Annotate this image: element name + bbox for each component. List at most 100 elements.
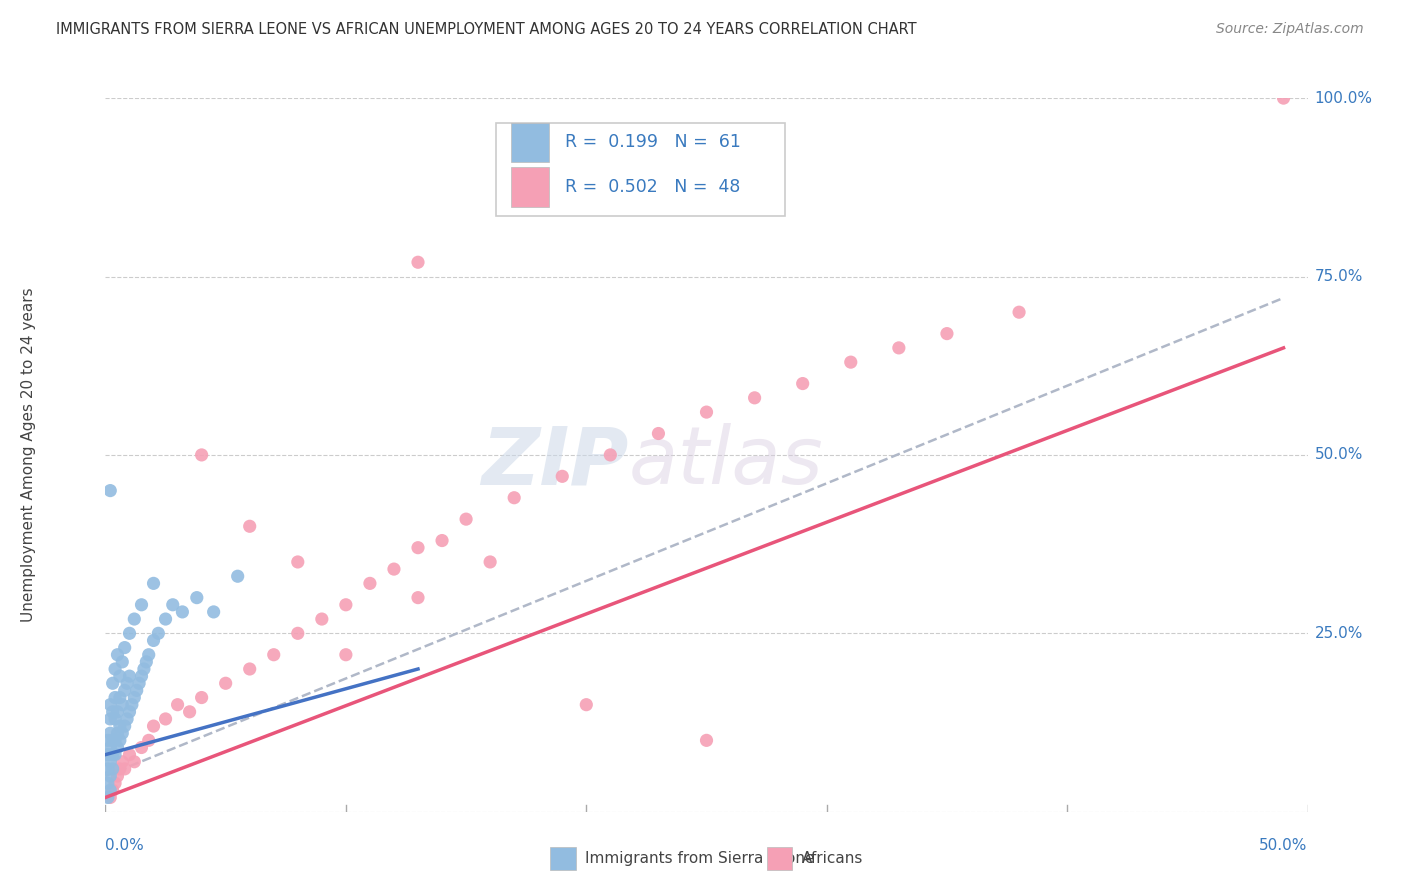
Text: IMMIGRANTS FROM SIERRA LEONE VS AFRICAN UNEMPLOYMENT AMONG AGES 20 TO 24 YEARS C: IMMIGRANTS FROM SIERRA LEONE VS AFRICAN …: [56, 22, 917, 37]
Point: [114, 683, 136, 698]
Point: [406, 591, 429, 605]
Point: [148, 626, 170, 640]
Text: atlas: atlas: [628, 423, 823, 501]
Text: 100.0%: 100.0%: [1315, 91, 1372, 105]
Point: [430, 533, 453, 548]
Point: [98, 726, 121, 740]
Point: [124, 612, 146, 626]
Point: [599, 448, 621, 462]
Point: [104, 662, 127, 676]
Point: [131, 669, 153, 683]
Point: [226, 569, 249, 583]
Point: [114, 640, 136, 655]
Point: [104, 776, 127, 790]
Point: [936, 326, 959, 341]
Point: [108, 690, 131, 705]
Point: [131, 740, 153, 755]
Point: [107, 769, 129, 783]
Text: R =  0.502   N =  48: R = 0.502 N = 48: [565, 178, 740, 196]
Text: R =  0.199   N =  61: R = 0.199 N = 61: [565, 134, 741, 152]
Point: [101, 747, 124, 762]
Point: [115, 712, 138, 726]
Point: [108, 733, 131, 747]
Point: [406, 255, 429, 269]
Point: [1008, 305, 1031, 319]
Point: [503, 491, 526, 505]
Point: [138, 648, 160, 662]
Text: Africans: Africans: [801, 851, 863, 866]
Point: [98, 483, 121, 498]
Point: [132, 662, 155, 676]
Text: Source: ZipAtlas.com: Source: ZipAtlas.com: [1216, 22, 1364, 37]
Point: [166, 698, 188, 712]
Point: [647, 426, 669, 441]
Point: [124, 690, 146, 705]
Point: [98, 712, 121, 726]
Point: [162, 598, 184, 612]
Point: [142, 633, 165, 648]
Point: [792, 376, 814, 391]
Point: [202, 605, 225, 619]
Point: [114, 762, 136, 776]
Point: [98, 698, 121, 712]
Point: [101, 783, 124, 797]
Point: [454, 512, 477, 526]
Point: [98, 755, 121, 769]
Point: [108, 669, 131, 683]
FancyBboxPatch shape: [510, 168, 548, 207]
Point: [104, 712, 127, 726]
Point: [287, 555, 309, 569]
Point: [172, 605, 194, 619]
Point: [98, 740, 121, 755]
Point: [101, 676, 124, 690]
Point: [98, 790, 121, 805]
Point: [190, 448, 212, 462]
Point: [382, 562, 405, 576]
Point: [214, 676, 236, 690]
Point: [131, 598, 153, 612]
Point: [118, 747, 141, 762]
Point: [108, 719, 131, 733]
Point: [263, 648, 285, 662]
Point: [101, 733, 124, 747]
Text: 50.0%: 50.0%: [1260, 838, 1308, 854]
Point: [97, 733, 120, 747]
Point: [359, 576, 381, 591]
Point: [744, 391, 766, 405]
Point: [575, 698, 598, 712]
Text: 75.0%: 75.0%: [1315, 269, 1362, 284]
Point: [115, 676, 138, 690]
Point: [121, 698, 143, 712]
Point: [97, 747, 120, 762]
Point: [142, 719, 165, 733]
Point: [155, 712, 177, 726]
Point: [887, 341, 910, 355]
Point: [124, 755, 146, 769]
Point: [111, 655, 134, 669]
Point: [98, 783, 121, 797]
Point: [107, 740, 129, 755]
Point: [190, 690, 212, 705]
Point: [104, 690, 127, 705]
Point: [104, 747, 127, 762]
Point: [335, 598, 357, 612]
Point: [111, 755, 134, 769]
Point: [311, 612, 333, 626]
Text: Unemployment Among Ages 20 to 24 years: Unemployment Among Ages 20 to 24 years: [21, 287, 35, 623]
Point: [551, 469, 574, 483]
Point: [479, 555, 502, 569]
Point: [107, 726, 129, 740]
Point: [239, 662, 262, 676]
Point: [107, 648, 129, 662]
Point: [114, 719, 136, 733]
Point: [179, 705, 201, 719]
Point: [696, 733, 718, 747]
Text: ZIP: ZIP: [481, 423, 628, 501]
Point: [108, 762, 131, 776]
Point: [696, 405, 718, 419]
FancyBboxPatch shape: [496, 123, 785, 216]
Point: [128, 676, 150, 690]
Point: [138, 733, 160, 747]
Point: [97, 790, 120, 805]
FancyBboxPatch shape: [510, 123, 548, 162]
